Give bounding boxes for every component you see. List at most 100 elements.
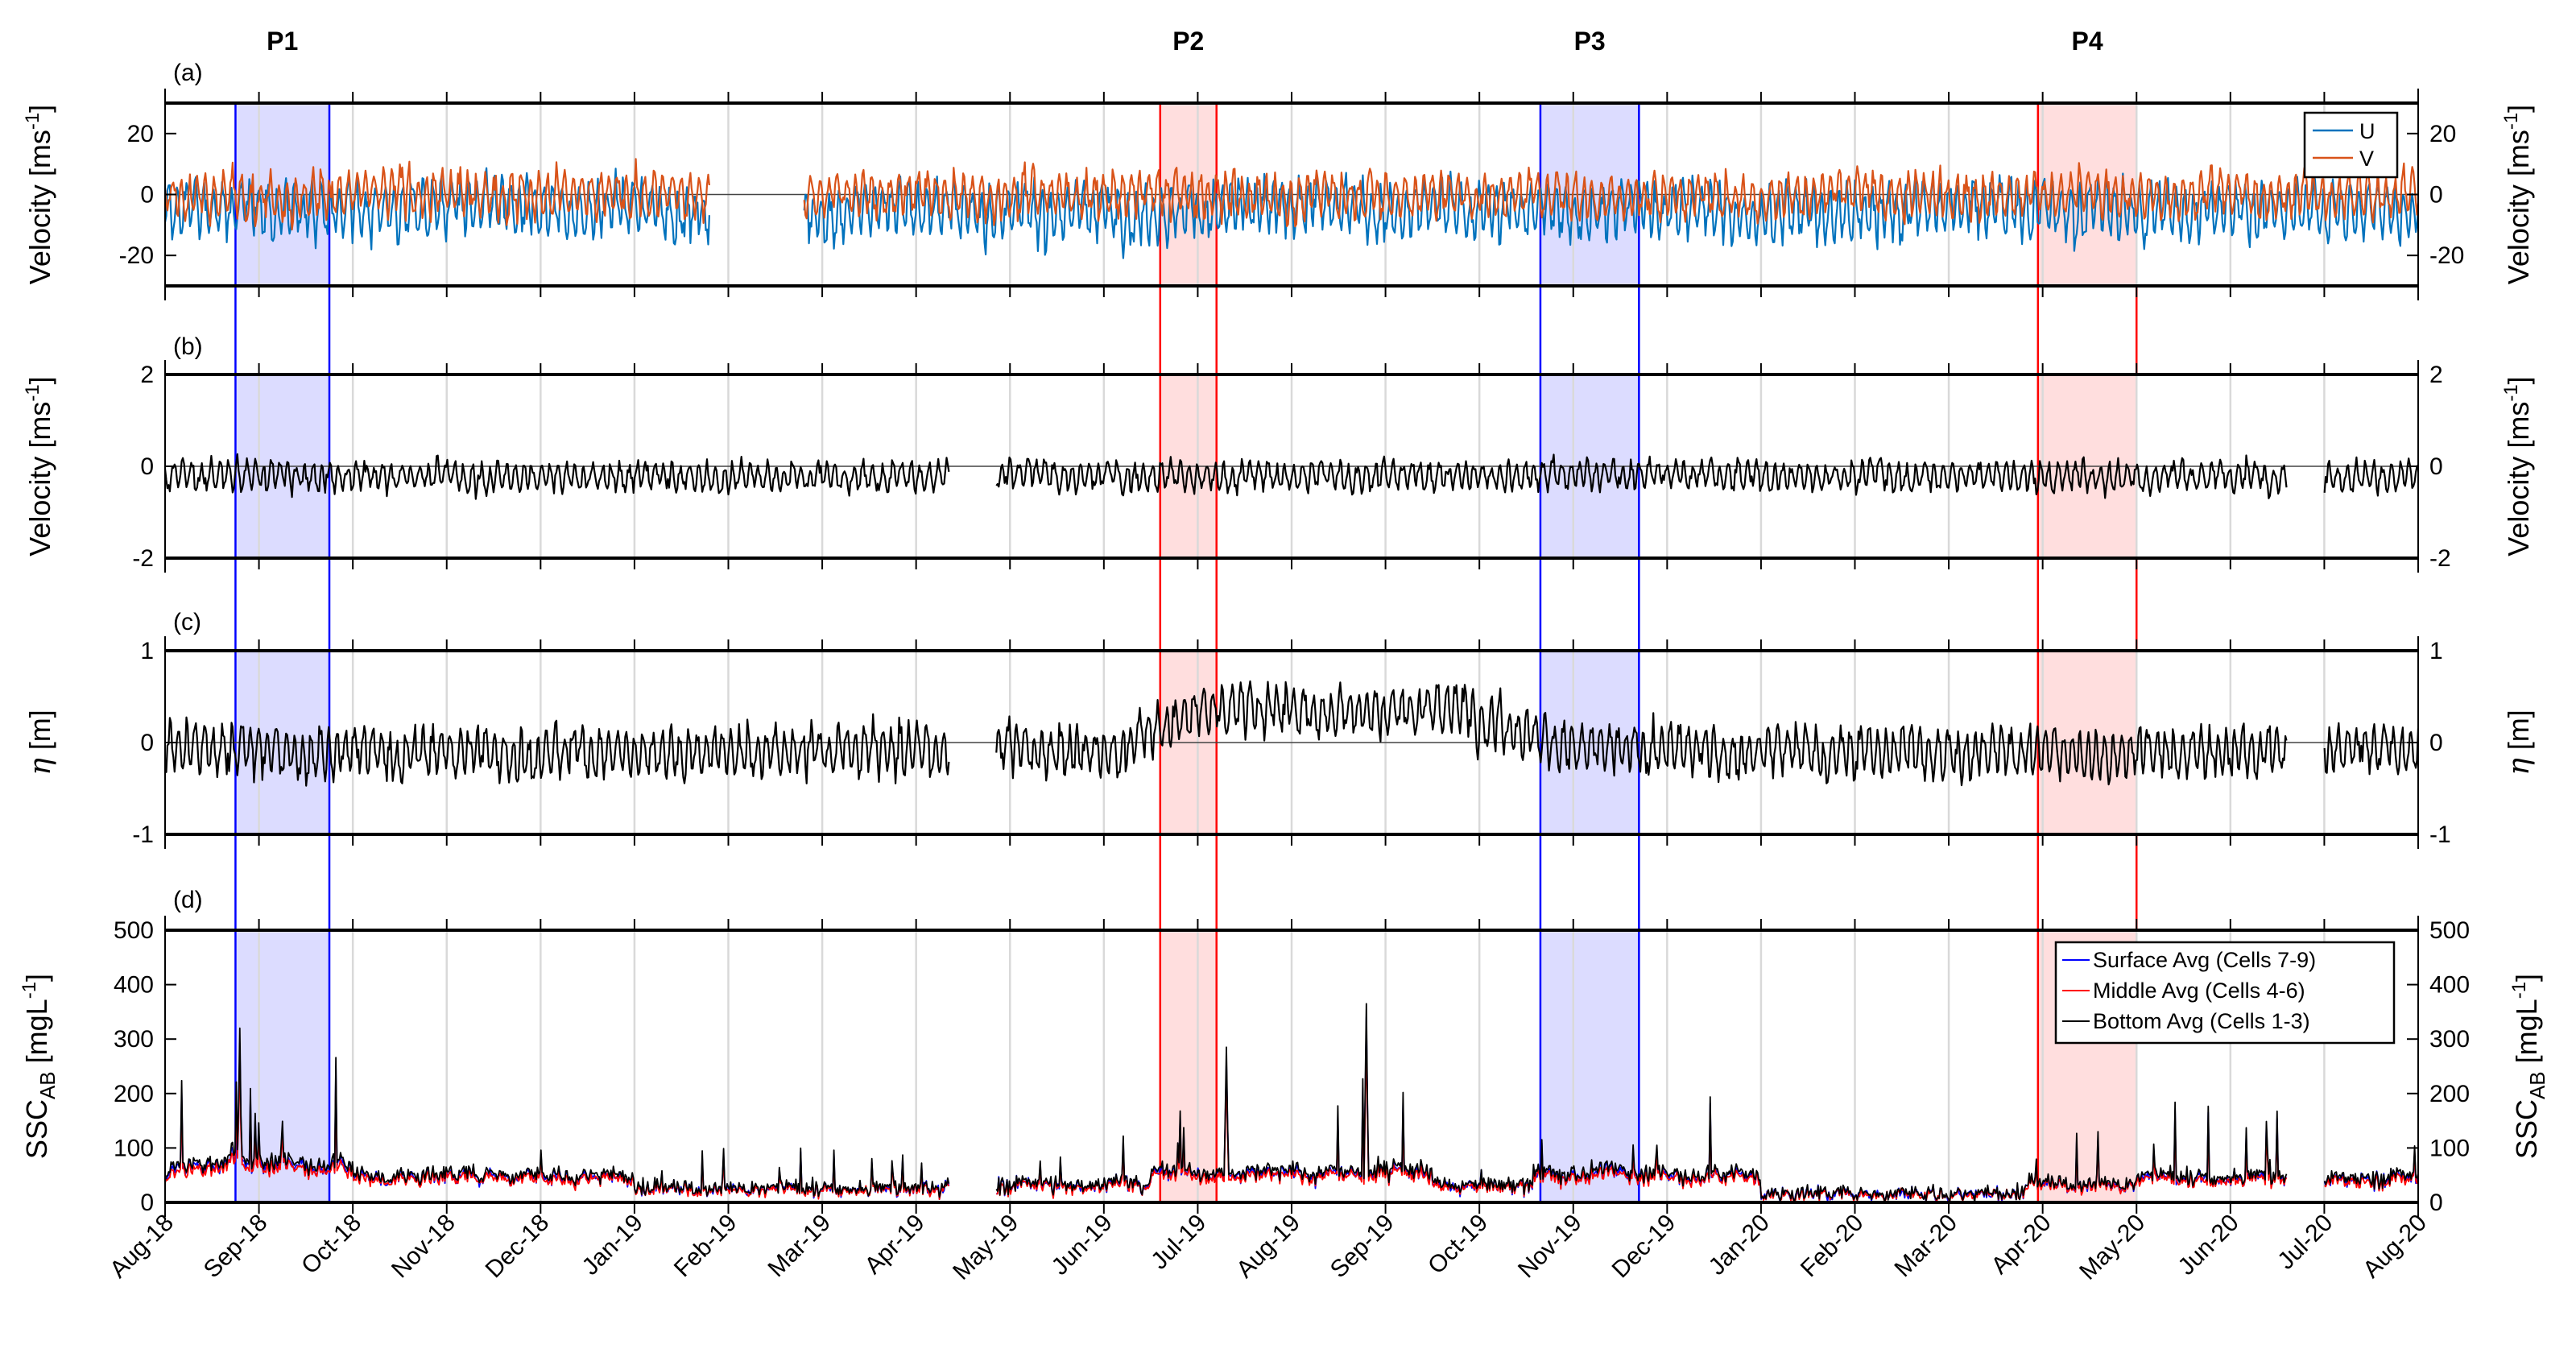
xtick-label: Nov-18 (387, 1210, 461, 1284)
series-v (163, 158, 710, 231)
ytick-label-left: 2 (140, 362, 154, 388)
xtick-label: Dec-18 (481, 1210, 555, 1284)
legend-entry: Middle Avg (Cells 4-6) (2093, 979, 2305, 1003)
series-u (803, 170, 2420, 259)
xtick-label: May-20 (2074, 1210, 2150, 1285)
ylabel-right: Velocity [ms-1] (2500, 376, 2535, 556)
ytick-label-left: 1 (140, 638, 154, 664)
ytick-label-right: 2 (2429, 362, 2443, 388)
period-p2-shade (1160, 930, 1217, 1202)
xtick-label: Jan-19 (577, 1210, 648, 1281)
ylabel-left: η [m] (23, 710, 57, 776)
xtick-label: Sep-19 (1325, 1210, 1400, 1284)
ytick-label-left: 0 (140, 182, 154, 209)
month-gridlines (258, 103, 2326, 1202)
xtick-label: Oct-18 (296, 1210, 366, 1280)
ylabel-right: Velocity [ms-1] (2500, 105, 2535, 284)
ytick-label-left: 400 (114, 972, 154, 999)
ytick-label-right: -2 (2429, 545, 2451, 572)
ytick-label-left: -1 (132, 821, 154, 848)
ytick-label-left: 0 (140, 1190, 154, 1216)
series-along-channel-velocity (163, 453, 950, 500)
period-shading (234, 101, 2138, 1204)
legend-entry: U (2359, 119, 2375, 143)
xtick-label: Jul-20 (2272, 1210, 2338, 1275)
panel-d: 0 0 100 100 200 200 300 300 400 400 500 500 (d) SSCAB… (19, 887, 2549, 1217)
xtick-label: Feb-20 (1796, 1210, 1869, 1283)
ytick-label-left: 20 (127, 121, 154, 147)
ytick-label-right: 300 (2429, 1026, 2470, 1053)
xtick-label: Nov-19 (1513, 1210, 1587, 1284)
ylabel-left: Velocity [ms-1] (22, 105, 56, 284)
ytick-label-right: 400 (2429, 972, 2470, 999)
panel-label: (d) (173, 887, 203, 913)
period-p3-shade (1540, 930, 1639, 1202)
panel-label: (b) (173, 333, 203, 360)
series-middle-avg-cells-4-6- (2324, 1151, 2419, 1192)
ytick-label-right: 20 (2429, 121, 2456, 147)
ytick-label-left: 500 (114, 917, 154, 944)
period-p4-label: P4 (2071, 27, 2103, 56)
xtick-label: Mar-20 (1890, 1210, 1963, 1283)
x-tick-labels: Aug-18 Sep-18 Oct-18 Nov-18 Dec-18 Jan-19 Feb-… (105, 1210, 2432, 1285)
period-p1-label: P1 (267, 27, 298, 56)
ytick-label-right: 0 (2429, 730, 2443, 756)
series-bottom-avg-cells-1-3- (2323, 1145, 2419, 1190)
ytick-label-right: 500 (2429, 917, 2470, 944)
ytick-label-left: -2 (132, 545, 154, 572)
series-bottom-avg-cells-1-3- (995, 1003, 2288, 1203)
panel-c: -1 -1 0 0 1 1 (c) η [m] η [m] (23, 609, 2536, 849)
series-water-level- (164, 713, 950, 787)
series-along-channel-velocity (2323, 456, 2419, 497)
ytick-label-right: -20 (2429, 242, 2464, 269)
xtick-label: Aug-18 (105, 1210, 179, 1284)
ytick-label-right: 100 (2429, 1135, 2470, 1161)
xtick-label: Sep-18 (199, 1210, 273, 1284)
period-p2-label: P2 (1172, 27, 1204, 56)
series-water-level- (995, 680, 2288, 787)
ytick-label-right: 0 (2429, 453, 2443, 480)
ytick-label-left: 0 (140, 730, 154, 756)
ylabel-left: Velocity [ms-1] (22, 376, 56, 556)
ytick-label-right: 0 (2429, 182, 2443, 209)
xtick-label: Mar-19 (763, 1210, 837, 1283)
series-u (163, 167, 710, 250)
ytick-label-right: 1 (2429, 638, 2443, 664)
ytick-label-right: -1 (2429, 821, 2451, 848)
series-bottom-avg-cells-1-3- (164, 1027, 950, 1198)
series-water-level- (2323, 722, 2420, 776)
xtick-label: Oct-19 (1423, 1210, 1493, 1280)
legend-entry: Surface Avg (Cells 7-9) (2093, 948, 2316, 972)
legend-entry: V (2359, 147, 2374, 171)
xtick-label: Jul-19 (1146, 1210, 1211, 1275)
series-along-channel-velocity (995, 453, 2288, 499)
panel-b: -2 -2 0 0 2 2 (b) Velocity [ms-1] Velocity [ms-1… (22, 333, 2535, 573)
legend-panel-d: Surface Avg (Cells 7-9) Middle Avg (Cells… (2054, 941, 2396, 1045)
xtick-label: May-19 (948, 1210, 1023, 1285)
ytick-label-left: 300 (114, 1026, 154, 1053)
panel-a: -20 -20 0 0 20 20 (a) Velocity [ms-1] Velocity [… (22, 60, 2535, 300)
legend-entry: Bottom Avg (Cells 1-3) (2093, 1009, 2310, 1033)
ylabel-left: SSCAB [mgL-1] (19, 974, 60, 1159)
legend-box (2054, 941, 2396, 1045)
ylabel-right: SSCAB [mgL-1] (2508, 974, 2549, 1159)
xtick-label: Apr-20 (1987, 1210, 2057, 1280)
xtick-label: Jun-19 (1047, 1210, 1118, 1281)
ylabel-right: η [m] (2502, 710, 2536, 776)
panel-label: (a) (173, 60, 203, 86)
panel-label: (c) (173, 609, 201, 635)
legend-panel-a: UV (2303, 111, 2399, 179)
ytick-label-left: -20 (119, 242, 154, 269)
legend-box (2303, 111, 2399, 179)
xtick-label: Aug-19 (1231, 1210, 1305, 1284)
series-v (803, 161, 2420, 228)
period-p3-label: P3 (1574, 27, 1606, 56)
xtick-label: Apr-19 (860, 1210, 930, 1280)
ytick-label-left: 100 (114, 1135, 154, 1161)
ytick-label-left: 0 (140, 453, 154, 480)
xtick-label: Jun-20 (2173, 1210, 2244, 1281)
xtick-label: Jan-20 (1704, 1210, 1775, 1281)
ytick-label-left: 200 (114, 1081, 154, 1107)
xtick-label: Dec-19 (1607, 1210, 1681, 1284)
